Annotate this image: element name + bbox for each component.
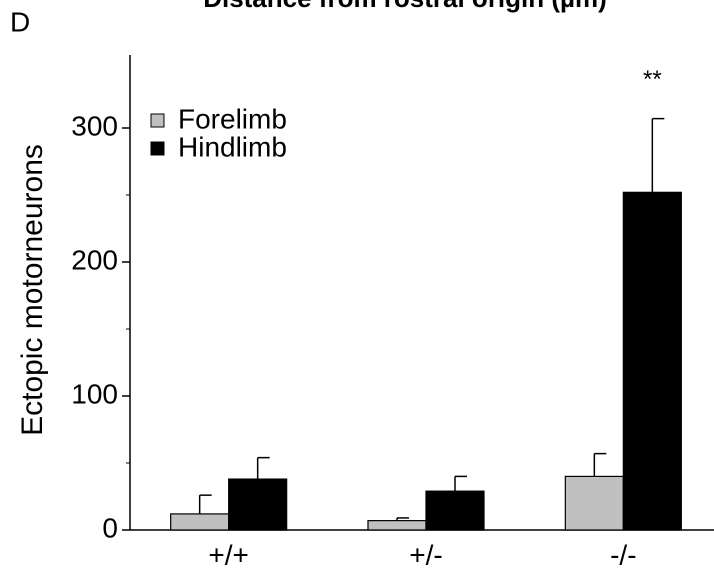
y-tick-label: 200 (71, 244, 118, 275)
bar (170, 513, 230, 531)
bar (622, 191, 682, 531)
bar (564, 475, 624, 531)
legend-label: Hindlimb (178, 131, 287, 162)
cropped-heading: Distance from rostral origin (µm) (203, 0, 607, 13)
y-tick-label: 300 (71, 110, 118, 141)
y-axis-label: Ectopic motorneurons (16, 144, 49, 436)
x-tick-label: +/- (409, 539, 442, 570)
bar (425, 490, 485, 531)
x-tick-label: +/+ (208, 539, 248, 570)
panel-label: D (10, 6, 30, 37)
y-tick-label: 0 (102, 512, 118, 543)
legend-swatch (150, 113, 165, 128)
legend-swatch (150, 141, 165, 156)
x-tick-label: -/- (610, 539, 636, 570)
bar (367, 520, 427, 531)
bar (228, 478, 288, 531)
legend-label: Forelimb (178, 103, 287, 134)
annotation: ** (643, 66, 662, 93)
y-tick-label: 100 (71, 378, 118, 409)
